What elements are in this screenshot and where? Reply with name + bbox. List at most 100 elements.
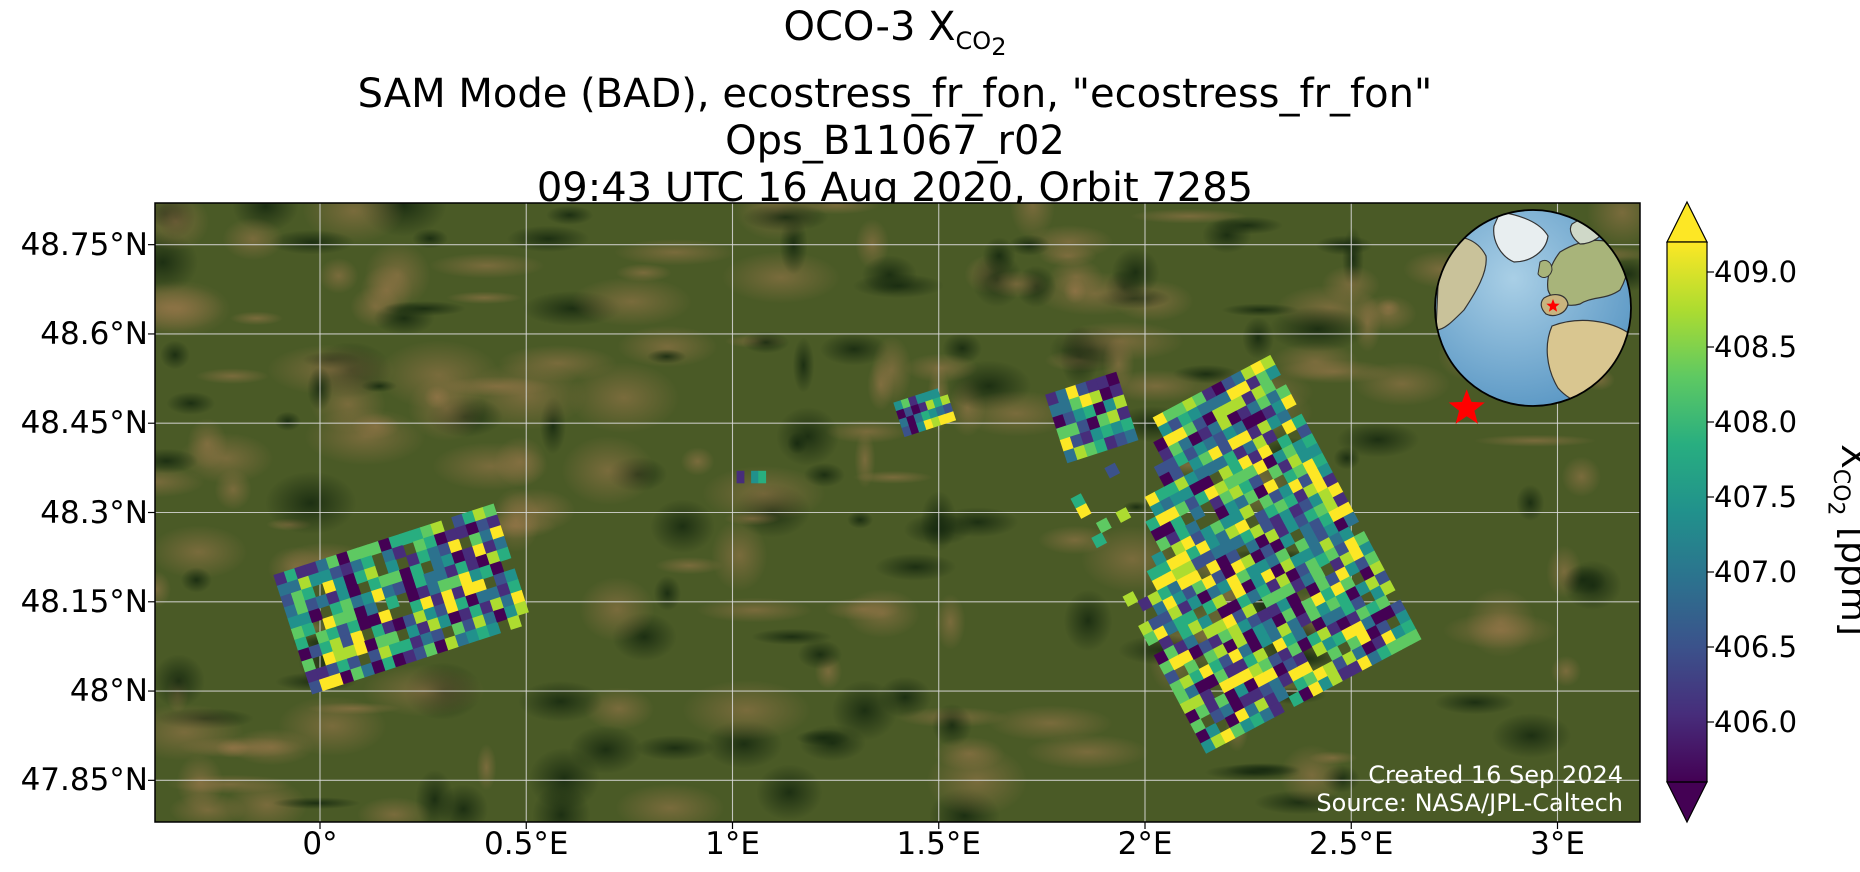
sounding-cell — [378, 644, 393, 660]
forest-patch — [166, 391, 216, 415]
sounding-cell — [322, 579, 337, 595]
sounding-cell — [392, 580, 407, 596]
sounding-cell — [364, 601, 379, 617]
forest-patch — [1225, 762, 1301, 777]
sounding-cell — [1072, 407, 1088, 423]
farmland-patch — [364, 241, 431, 309]
sounding-cell — [280, 593, 296, 609]
map-gridlines — [155, 203, 1640, 822]
colorbar-tick-label: 408.0 — [1714, 405, 1798, 439]
sounding-cell — [458, 606, 474, 622]
forest-patch — [819, 332, 889, 366]
sounding-cell — [273, 571, 289, 587]
sounding-cell — [416, 548, 432, 564]
farmland-patch — [1038, 245, 1097, 267]
sounding-cell — [1120, 416, 1135, 433]
sounding-cell — [444, 527, 459, 543]
colorbar-tick-label: 409.0 — [1714, 255, 1798, 289]
forest-patch — [792, 337, 815, 393]
sounding-cell — [1058, 399, 1074, 415]
sounding-cell — [353, 569, 369, 585]
sounding-cell — [339, 561, 355, 577]
sounding-cell — [294, 564, 310, 580]
sounding-cell — [514, 600, 529, 616]
source-credit: Source: NASA/JPL-Caltech — [1316, 789, 1623, 817]
colorbar-title: XCO2 [ppm] — [1822, 444, 1860, 636]
sounding-cell — [454, 524, 470, 540]
sounding-cell — [500, 593, 515, 609]
sounding-cell — [482, 503, 498, 519]
forest-patch — [518, 680, 603, 723]
sounding-cell — [388, 534, 404, 550]
farmland-patch — [615, 783, 725, 822]
farmland-patch — [1274, 359, 1394, 384]
sounding-cell — [360, 555, 376, 571]
sounding-cell — [385, 594, 400, 610]
sounding-cell — [332, 576, 348, 592]
forest-patch — [412, 228, 449, 249]
sounding-cell — [1052, 413, 1067, 430]
forest-patch — [797, 639, 843, 670]
sounding-cell — [1082, 404, 1098, 420]
forest-patch — [274, 411, 302, 431]
sounding-cell — [479, 564, 494, 580]
sounding-cell — [290, 589, 306, 605]
forest-patch — [646, 349, 687, 364]
colorbar-gradient — [1667, 242, 1707, 782]
sounding-cell — [287, 614, 303, 630]
farmland-patch — [867, 358, 895, 411]
sounding-cell — [1113, 431, 1129, 447]
sounding-cell — [493, 607, 509, 623]
farmland-patch — [985, 270, 1048, 298]
sounding-cell — [1075, 503, 1092, 519]
sounding-cell — [1095, 517, 1112, 534]
sounding-cell — [283, 568, 299, 584]
sounding-cell — [297, 611, 313, 627]
farmland-patch — [357, 796, 432, 822]
forest-patch — [1563, 560, 1622, 610]
sounding-cluster-small-a — [893, 388, 957, 438]
sounding-cell — [409, 598, 425, 614]
created-date: Created 16 Sep 2024 — [1368, 761, 1623, 789]
sounding-cell — [412, 538, 428, 554]
sounding-cell — [472, 614, 488, 630]
farmland-patch — [187, 418, 228, 470]
forest-patch — [1268, 306, 1368, 352]
sounding-cell — [1405, 628, 1422, 645]
forest-patch — [861, 255, 918, 295]
sounding-cell — [1379, 579, 1396, 596]
sounding-cell — [447, 538, 463, 554]
farmland-patch — [155, 571, 171, 608]
sounding-cell — [1099, 386, 1114, 402]
sounding-cell — [430, 520, 446, 536]
sounding-cell — [308, 643, 324, 659]
sounding-cell — [405, 552, 421, 568]
sounding-cell — [1059, 436, 1075, 452]
sounding-cell — [409, 527, 425, 543]
sounding-cell — [1085, 378, 1100, 394]
sounding-cell — [1045, 391, 1060, 407]
sounding-cell — [475, 589, 491, 605]
sounding-cell — [423, 570, 439, 586]
sounding-cell — [409, 634, 425, 650]
sounding-cell — [1079, 430, 1095, 446]
sounding-cell — [896, 408, 907, 421]
sounding-cell — [486, 514, 501, 530]
farmland-patch — [446, 291, 523, 305]
sounding-cell — [430, 556, 446, 572]
sounding-cell — [468, 531, 484, 547]
farmland-patch — [1561, 456, 1602, 498]
farmland-patch — [655, 556, 724, 575]
sounding-cell — [1269, 701, 1285, 718]
sounding-cell — [360, 590, 376, 606]
sounding-cell — [1083, 441, 1099, 457]
sounding-cell — [353, 605, 369, 621]
sounding-cell — [507, 579, 522, 595]
sounding-cell — [423, 534, 439, 550]
farmland-patch — [680, 447, 715, 476]
forest-patch — [155, 448, 199, 474]
sounding-cell — [1091, 532, 1108, 549]
sounding-cell — [1062, 410, 1078, 427]
sounding-cell — [907, 395, 919, 407]
